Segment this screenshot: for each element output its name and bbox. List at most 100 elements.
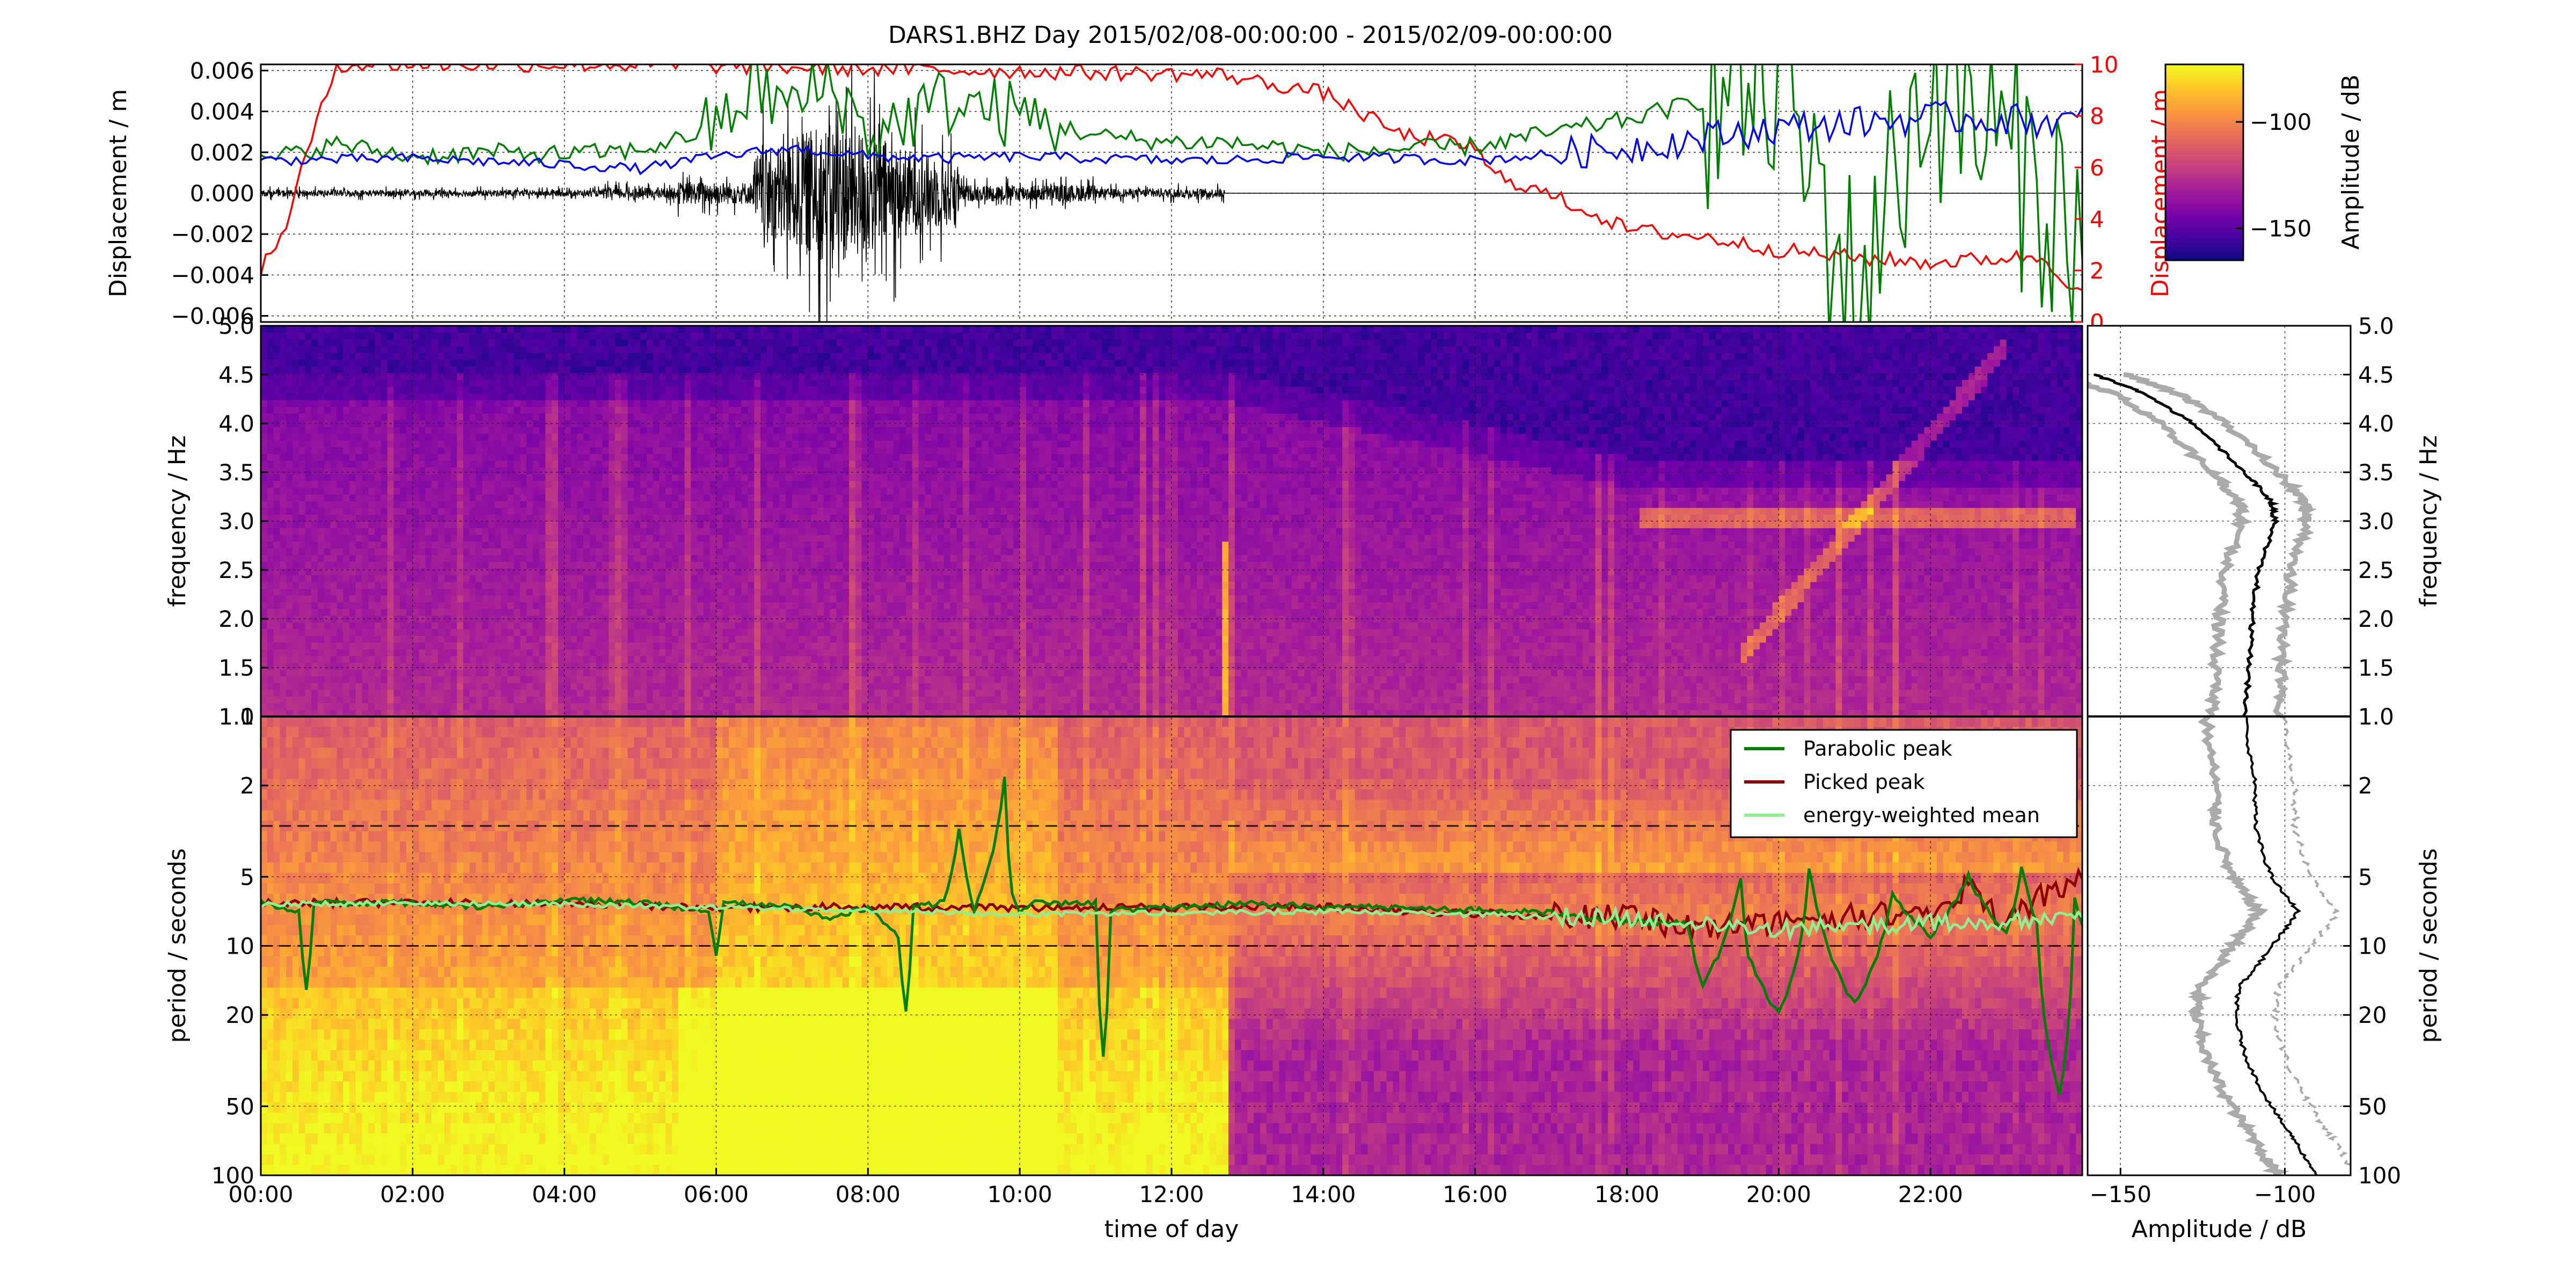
- spectrogram-cell: [2007, 622, 2013, 629]
- spectrogram-cell: [672, 642, 678, 649]
- spectrogram-cell: [267, 609, 274, 616]
- spectrogram-cell: [1817, 676, 1823, 683]
- spectrogram-cell: [1842, 649, 1848, 656]
- spectrogram-cell: [1020, 622, 1026, 629]
- spectrogram-cell: [1766, 609, 1773, 616]
- spectrogram-cell: [274, 642, 280, 649]
- spectrogram-cell: [1133, 703, 1140, 710]
- spectrogram-cell: [716, 676, 723, 683]
- spectrogram-cell: [1608, 663, 1614, 670]
- spectrogram-cell: [1096, 656, 1102, 663]
- spectrogram-cell: [1254, 622, 1260, 629]
- spectrogram-cell: [1146, 669, 1153, 676]
- spectrogram-cell: [311, 669, 318, 676]
- spectrogram-cell: [760, 609, 767, 616]
- spectrogram-cell: [305, 635, 311, 642]
- spectrogram-cell: [267, 602, 274, 609]
- spectrogram-cell: [1013, 696, 1020, 703]
- spectrogram-cell: [1539, 635, 1545, 642]
- spectrogram-cell: [899, 635, 906, 642]
- spectrogram-cell: [1051, 609, 1058, 616]
- spectrogram-cell: [1260, 703, 1267, 710]
- spectrogram-cell: [1133, 642, 1140, 649]
- spectrogram-cell: [2007, 602, 2013, 609]
- spectrogram-cell: [710, 696, 716, 703]
- spectrogram-cell: [1551, 635, 1557, 642]
- spectrogram-cell: [1462, 683, 1469, 690]
- spectrogram-cell: [261, 595, 267, 602]
- spectrogram-cell: [1172, 609, 1178, 616]
- spectrogram-cell: [488, 609, 495, 616]
- spectrogram-cell: [704, 609, 710, 616]
- spectrogram-cell: [1140, 622, 1146, 629]
- spectrogram-cell: [400, 602, 406, 609]
- spectrogram-cell: [1804, 669, 1810, 676]
- spectrogram-cell: [1013, 690, 1020, 697]
- spectrogram-cell: [742, 703, 748, 710]
- spectrogram-cell: [1247, 609, 1254, 616]
- spectrogram-cell: [748, 690, 754, 697]
- spectrogram-cell: [1323, 663, 1330, 670]
- spectrogram-cell: [292, 683, 299, 690]
- spectrogram-cell: [779, 676, 786, 683]
- spectrogram-cell: [1399, 683, 1406, 690]
- spectrogram-cell: [1362, 669, 1368, 676]
- spectrogram-cell: [368, 696, 375, 703]
- spectrogram-cell: [2044, 663, 2051, 670]
- y-tick-label-right: 6: [2090, 155, 2104, 181]
- spectrogram-cell: [413, 683, 419, 690]
- spectrogram-cell: [2044, 622, 2051, 629]
- spectrogram-cell: [1273, 642, 1279, 649]
- spectrogram-cell: [596, 656, 603, 663]
- spectrogram-cell: [1456, 683, 1462, 690]
- spectrogram-cell: [1829, 656, 1836, 663]
- spectrogram-cell: [1842, 602, 1848, 609]
- spectrogram-cell: [1406, 649, 1412, 656]
- spectrogram-cell: [406, 683, 413, 690]
- spectrogram-cell: [438, 635, 444, 642]
- spectrogram-cell: [292, 690, 299, 697]
- spectrogram-cell: [349, 676, 356, 683]
- spectrogram-cell: [520, 663, 526, 670]
- spectrogram-cell: [1968, 669, 1975, 676]
- spectrogram-cell: [1678, 703, 1684, 710]
- spectrogram-cell: [470, 696, 476, 703]
- spectrogram-cell: [1115, 690, 1121, 697]
- spectrogram-cell: [1671, 703, 1678, 710]
- spectrogram-cell: [1197, 683, 1203, 690]
- spectrogram-cell: [1481, 676, 1488, 683]
- spectrogram-cell: [1330, 683, 1336, 690]
- spectrogram-cell: [1684, 696, 1690, 703]
- spectrogram-cell: [1222, 642, 1228, 649]
- spectrogram-cell: [602, 602, 609, 609]
- spectrogram-cell: [362, 690, 369, 697]
- spectrogram-cell: [1564, 676, 1570, 683]
- spectrogram-cell: [1279, 663, 1285, 670]
- spectrogram-cell: [893, 602, 899, 609]
- spectrogram-cell: [1418, 602, 1425, 609]
- spectrogram-cell: [1367, 602, 1374, 609]
- spectrogram-cell: [849, 703, 855, 710]
- spectrogram-cell: [786, 696, 792, 703]
- spectrogram-cell: [1867, 676, 1874, 683]
- spectrogram-cell: [722, 703, 729, 710]
- spectrogram-cell: [362, 642, 369, 649]
- spectrogram-cell: [495, 669, 501, 676]
- spectrogram-cell: [1975, 676, 1981, 683]
- spectrogram-cell: [1128, 663, 1134, 670]
- spectrogram-cell: [1722, 609, 1728, 616]
- spectrogram-cell: [1690, 676, 1696, 683]
- spectrogram-cell: [267, 676, 274, 683]
- spectrogram-cell: [1349, 669, 1355, 676]
- spectrogram-cell: [697, 622, 704, 629]
- spectrogram-cell: [1406, 696, 1412, 703]
- spectrogram-cell: [1785, 602, 1791, 609]
- spectrogram-cell: [1817, 635, 1823, 642]
- spectrogram-cell: [704, 696, 710, 703]
- spectrogram-cell: [1930, 703, 1937, 710]
- spectrogram-cell: [704, 622, 710, 629]
- spectrogram-cell: [1835, 642, 1842, 649]
- spectrogram-cell: [1013, 622, 1020, 629]
- spectrogram-cell: [1753, 703, 1760, 710]
- spectrogram-cell: [976, 609, 982, 616]
